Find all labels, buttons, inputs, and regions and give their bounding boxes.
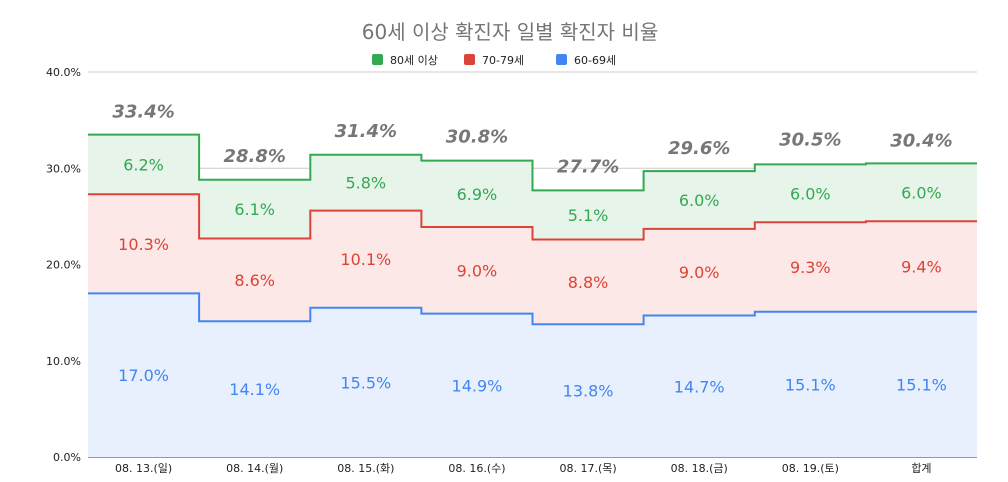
data-label: 6.0%: [679, 191, 720, 210]
data-label: 8.8%: [568, 273, 609, 292]
data-label: 17.0%: [118, 366, 169, 385]
x-tick-label: 08. 17.(목): [559, 462, 616, 475]
total-label: 31.4%: [335, 121, 397, 142]
legend-label: 80세 이상: [390, 54, 438, 67]
series-line-60-69세: [88, 292, 977, 326]
y-tick-label: 0.0%: [53, 451, 81, 464]
data-label: 6.2%: [123, 155, 164, 174]
y-tick-label: 10.0%: [46, 355, 81, 368]
data-label: 9.4%: [901, 257, 942, 276]
series-line-70-79세: [88, 193, 977, 241]
data-label: 9.0%: [679, 263, 720, 282]
data-label: 15.1%: [785, 375, 836, 394]
y-tick-label: 30.0%: [46, 162, 81, 175]
total-label: 33.4%: [112, 102, 174, 123]
area-70-79세: [88, 194, 977, 325]
area-60-69세: [88, 293, 977, 457]
data-label: 14.9%: [452, 376, 503, 395]
series-line-80세 이상: [88, 133, 977, 192]
legend-swatch: [556, 54, 567, 65]
x-axis: 08. 13.(일) 08. 14.(월) 08. 15.(화) 08. 16.(수)…: [115, 461, 932, 475]
data-label: 6.0%: [790, 184, 831, 203]
x-tick-label: 08. 16.(수): [448, 462, 505, 475]
x-tick-label: 08. 15.(화): [337, 462, 394, 475]
y-tick-label: 20.0%: [46, 259, 81, 272]
data-label: 15.1%: [896, 375, 947, 394]
legend-swatch: [372, 54, 383, 65]
data-label: 6.9%: [457, 185, 498, 204]
data-label: 13.8%: [563, 382, 614, 401]
data-label: 6.1%: [234, 200, 275, 219]
legend-swatch: [464, 54, 475, 65]
legend: 80세 이상 70-79세 60-69세: [372, 54, 616, 67]
data-labels: 17.0% 14.1% 15.5% 14.9% 13.8% 14.7% 15.1% 15.1%…: [118, 155, 947, 400]
data-label: 9.3%: [790, 258, 831, 277]
x-tick-label: 08. 14.(월): [226, 462, 283, 475]
data-label: 5.1%: [568, 206, 609, 225]
data-label: 8.6%: [234, 271, 275, 290]
total-label: 28.8%: [223, 146, 285, 167]
data-label: 15.5%: [340, 373, 391, 392]
y-axis: 0.0% 10.0% 20.0% 30.0% 40.0%: [46, 66, 81, 464]
data-label: 14.7%: [674, 377, 725, 396]
chart-title: 60세 이상 확진자 일별 확진자 비율: [362, 20, 658, 44]
series-lines: [88, 133, 977, 326]
data-label: 10.3%: [118, 235, 169, 254]
data-label: 5.8%: [345, 174, 386, 193]
data-label: 10.1%: [340, 250, 391, 269]
total-labels: 33.4% 28.8% 31.4% 30.8% 27.7% 29.6% 30.5% 30.4%: [112, 102, 952, 178]
x-tick-label: 08. 13.(일): [115, 461, 172, 475]
legend-label: 70-79세: [482, 54, 524, 67]
data-label: 14.1%: [229, 380, 280, 399]
total-label: 30.8%: [446, 127, 508, 148]
x-tick-label: 08. 18.(금): [671, 462, 728, 475]
data-label: 6.0%: [901, 183, 942, 202]
total-label: 30.5%: [779, 129, 841, 150]
total-label: 30.4%: [890, 130, 952, 151]
x-tick-label: 08. 19.(토): [782, 462, 839, 475]
y-tick-label: 40.0%: [46, 66, 81, 79]
data-label: 9.0%: [457, 261, 498, 280]
x-tick-label: 합계: [911, 462, 931, 475]
legend-label: 60-69세: [574, 54, 616, 67]
total-label: 29.6%: [668, 138, 730, 159]
total-label: 27.7%: [557, 156, 619, 177]
